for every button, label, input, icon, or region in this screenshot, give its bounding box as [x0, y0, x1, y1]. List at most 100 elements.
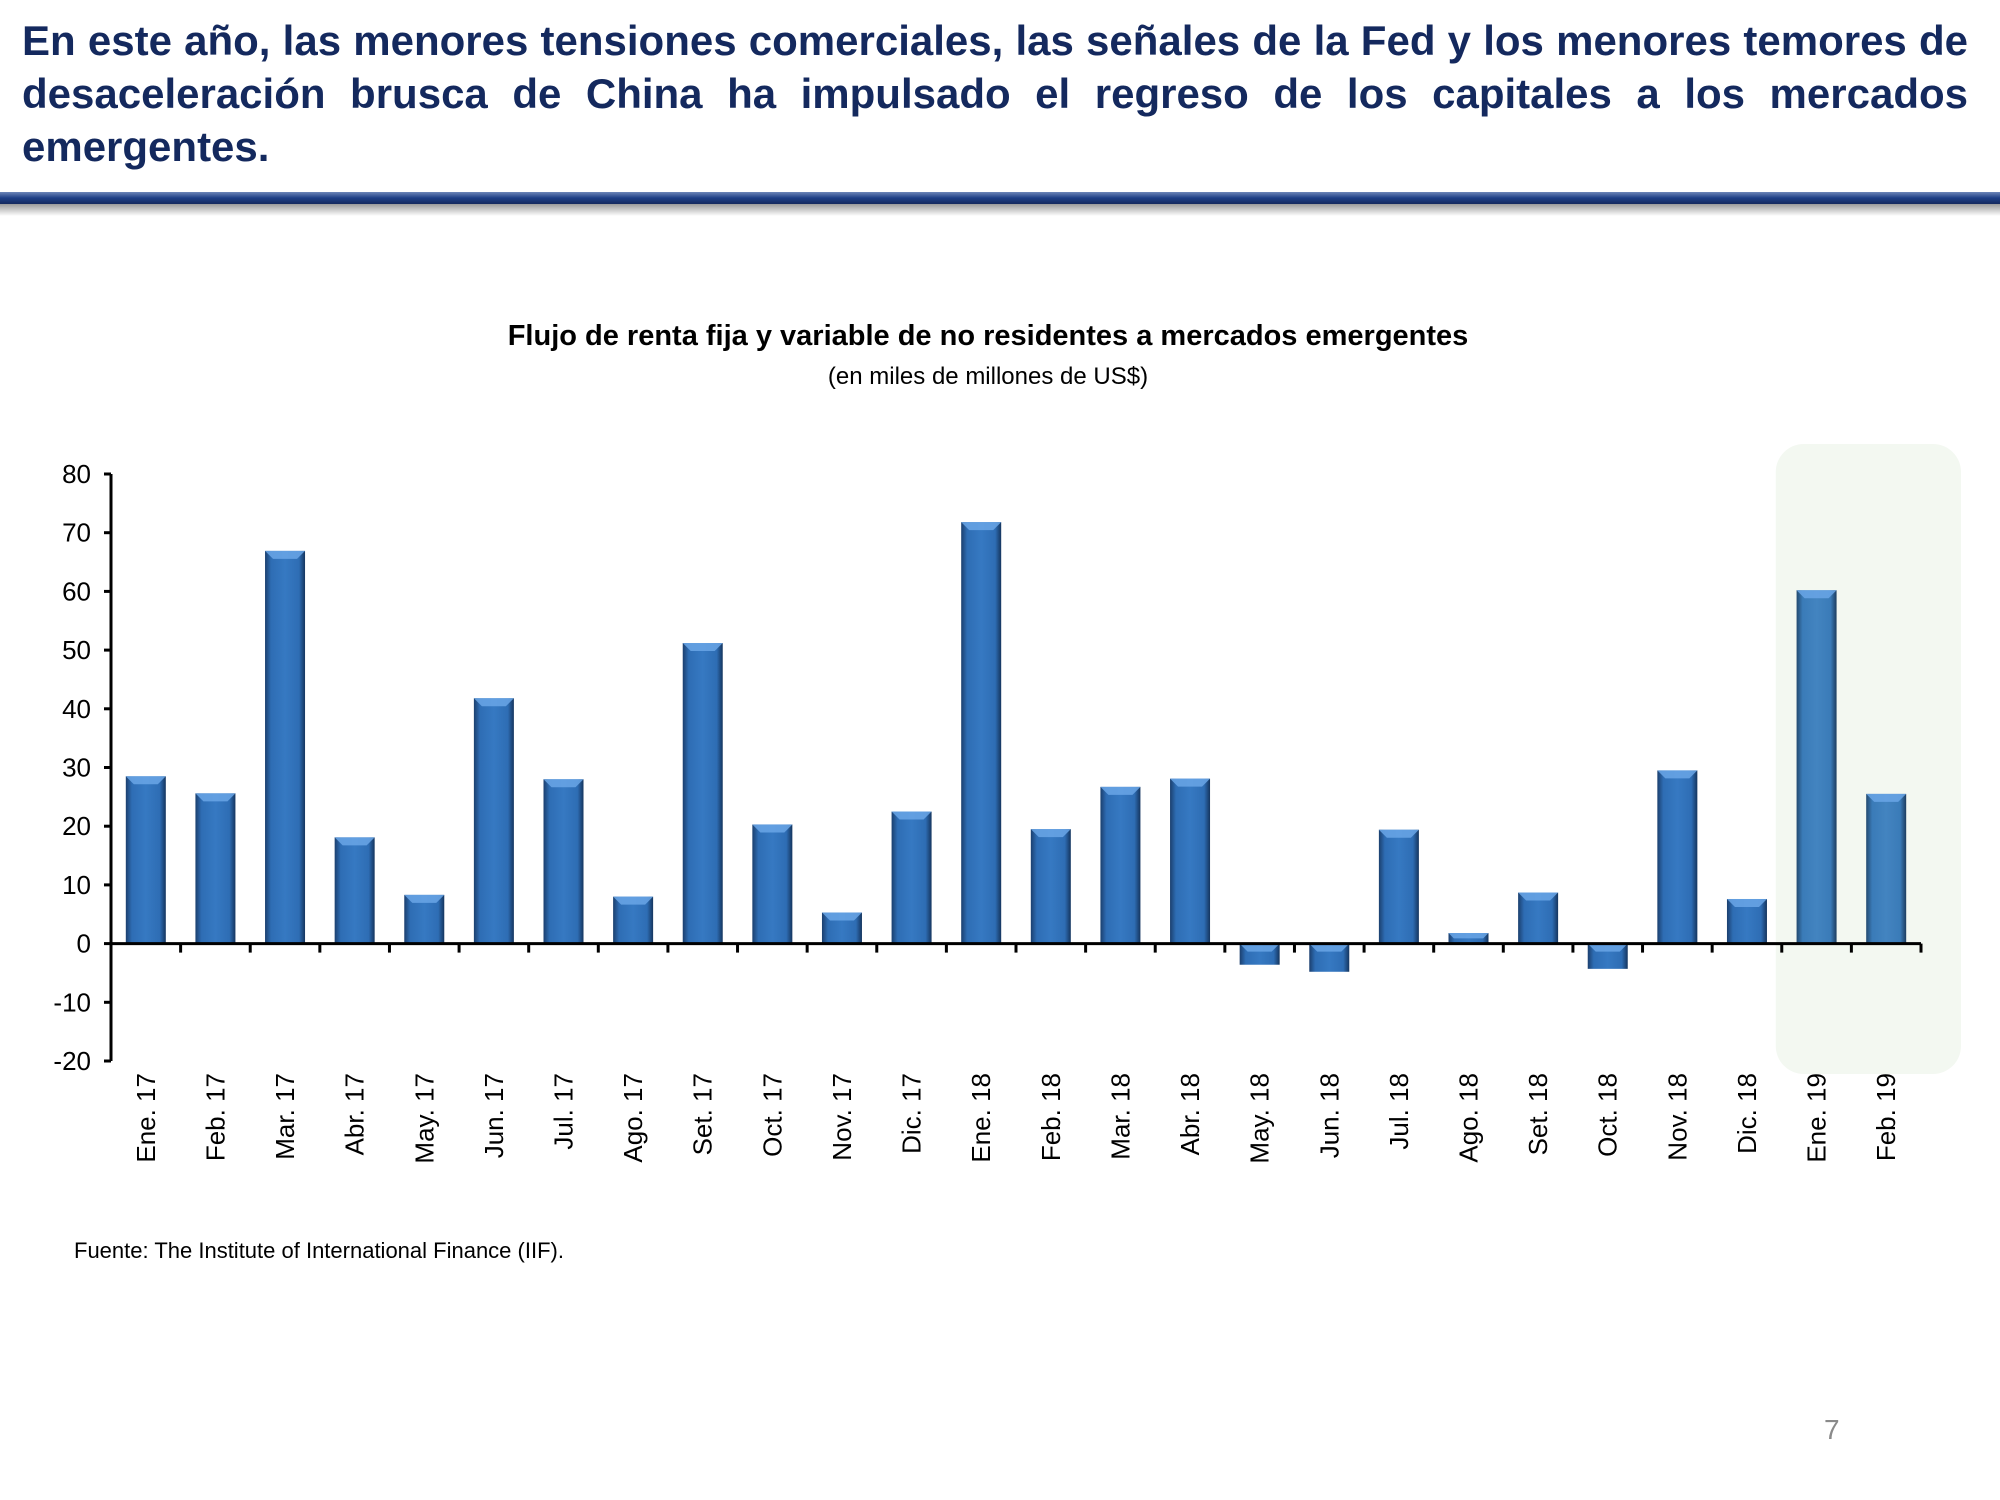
bar-body — [195, 793, 236, 944]
x-tick-label: Mar. 17 — [270, 1073, 300, 1160]
headline: En este año, las menores tensiones comer… — [22, 17, 1968, 170]
x-tick-label: May. 17 — [409, 1073, 439, 1164]
bar-bevel — [125, 776, 166, 785]
bar-body — [543, 779, 584, 944]
bar — [752, 824, 793, 944]
bar-bevel — [1796, 590, 1837, 599]
bar — [1100, 786, 1141, 944]
y-tick-label: 0 — [77, 929, 91, 959]
x-tick-label: Abr. 18 — [1175, 1073, 1205, 1155]
bar-bevel — [543, 779, 584, 788]
x-tick-label: Set. 18 — [1523, 1073, 1553, 1155]
bar-body — [1518, 892, 1559, 944]
bar-body — [1796, 590, 1837, 944]
bar — [1587, 943, 1628, 969]
x-tick-label: Ene. 18 — [966, 1073, 996, 1163]
bar-body — [1866, 793, 1907, 944]
bar — [1030, 829, 1071, 944]
y-tick-label: 10 — [62, 870, 91, 900]
bar — [334, 837, 375, 944]
bar-bevel — [961, 522, 1002, 531]
bar — [473, 698, 514, 944]
bar — [1796, 590, 1837, 944]
bar-bevel — [1448, 933, 1489, 939]
bar — [1726, 898, 1767, 944]
chart-title: Flujo de renta fija y variable de no res… — [507, 320, 1469, 352]
bar-bevel — [1378, 829, 1419, 838]
bar-body — [1100, 786, 1141, 944]
x-tick-label: Oct. 18 — [1593, 1073, 1623, 1157]
bar — [1866, 793, 1907, 944]
bar-body — [752, 824, 793, 944]
page-number: 7 — [1824, 1414, 1840, 1445]
bar-bevel — [334, 837, 375, 846]
bar-body — [125, 776, 166, 944]
bar-bevel — [265, 550, 306, 559]
bar-bevel — [1309, 943, 1350, 952]
bar-bevel — [891, 811, 932, 820]
bar — [1170, 778, 1211, 944]
x-tick-label: Dic. 17 — [897, 1073, 927, 1154]
bar — [682, 643, 723, 944]
bar-bevel — [682, 643, 723, 652]
y-tick-label: 80 — [62, 459, 91, 489]
bar-bevel — [1726, 898, 1767, 907]
source-note: Fuente: The Institute of International F… — [74, 1238, 564, 1263]
y-tick-label: 50 — [62, 635, 91, 665]
x-tick-label: Feb. 19 — [1871, 1073, 1901, 1161]
bar — [1518, 892, 1559, 944]
bar-bevel — [1239, 943, 1280, 952]
bar — [195, 793, 236, 944]
bar — [265, 550, 306, 944]
bar — [125, 776, 166, 944]
bar-body — [682, 643, 723, 944]
x-tick-label: Nov. 18 — [1662, 1073, 1692, 1161]
bar-bevel — [1170, 778, 1211, 787]
x-tick-label: Oct. 17 — [757, 1073, 787, 1157]
bar-body — [265, 550, 306, 944]
bar-bevel — [404, 894, 445, 903]
y-tick-label: 20 — [62, 811, 91, 841]
y-tick-label: 60 — [62, 576, 91, 606]
chart-subtitle: (en miles de millones de US$) — [827, 363, 1149, 390]
bar-bevel — [1100, 786, 1141, 795]
x-tick-label: Mar. 18 — [1105, 1073, 1135, 1160]
bar — [821, 912, 862, 944]
bar — [543, 779, 584, 944]
y-tick-label: -10 — [53, 987, 91, 1017]
bar — [1378, 829, 1419, 944]
x-tick-label: Ago. 17 — [618, 1073, 648, 1163]
bar — [404, 894, 445, 944]
bar-bevel — [473, 698, 514, 707]
x-tick-label: Feb. 17 — [200, 1073, 230, 1161]
bar — [613, 896, 654, 944]
bar — [891, 811, 932, 944]
bar-body — [1030, 829, 1071, 944]
bar — [1657, 770, 1698, 944]
y-tick-label: 40 — [62, 694, 91, 724]
x-tick-label: Nov. 17 — [827, 1073, 857, 1161]
bar-body — [891, 811, 932, 944]
x-tick-label: Jun. 17 — [479, 1073, 509, 1158]
bar — [1239, 943, 1280, 965]
y-tick-label: 30 — [62, 753, 91, 783]
x-tick-label: Ago. 18 — [1454, 1073, 1484, 1163]
bar-body — [961, 522, 1002, 944]
x-tick-label: Feb. 18 — [1036, 1073, 1066, 1161]
header-divider-shadow — [0, 204, 2000, 216]
bar-body — [1657, 770, 1698, 944]
x-tick-label: Abr. 17 — [340, 1073, 370, 1155]
bar-bevel — [752, 824, 793, 833]
bar-body — [473, 698, 514, 944]
bar-bevel — [1866, 793, 1907, 802]
bar — [1309, 943, 1350, 972]
bar-body — [404, 894, 445, 944]
y-tick-label: 70 — [62, 518, 91, 548]
x-tick-label: Ene. 17 — [131, 1073, 161, 1163]
x-tick-label: Jun. 18 — [1314, 1073, 1344, 1158]
y-tick-label: -20 — [53, 1046, 91, 1076]
x-tick-label: Ene. 19 — [1802, 1073, 1832, 1163]
bar-bevel — [821, 912, 862, 921]
bar-bevel — [1518, 892, 1559, 901]
